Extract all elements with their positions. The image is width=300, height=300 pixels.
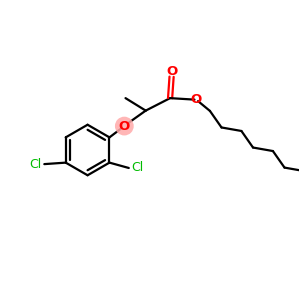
Text: Cl: Cl <box>131 161 143 175</box>
Text: Cl: Cl <box>30 158 42 171</box>
Text: O: O <box>119 120 130 133</box>
Text: O: O <box>166 65 177 78</box>
Text: O: O <box>190 92 202 106</box>
